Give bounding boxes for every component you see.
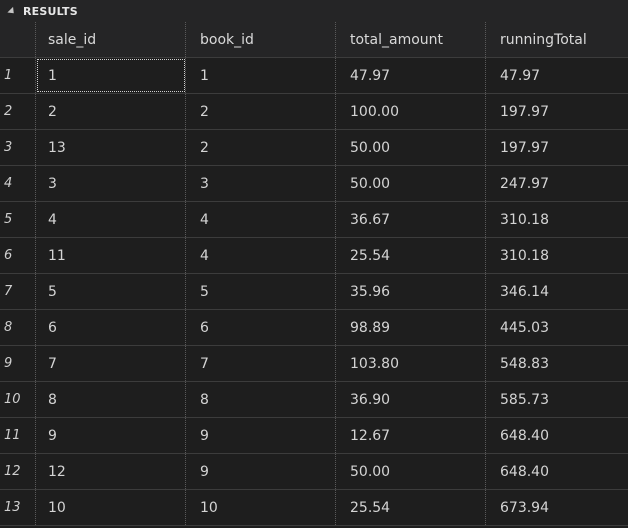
row-number[interactable]: 2 [0, 94, 36, 129]
cell-book-id[interactable]: 10 [186, 490, 336, 525]
table-row[interactable]: 9 7 7 103.80 548.83 [0, 346, 628, 382]
row-number[interactable]: 7 [0, 274, 36, 309]
cell-book-id[interactable]: 2 [186, 130, 336, 165]
cell-running-total[interactable]: 648.40 [500, 427, 549, 444]
cell-total-amount[interactable]: 12.67 [336, 418, 486, 453]
cell-running-total[interactable]: 197.97 [500, 139, 549, 156]
cell-book-id[interactable]: 9 [186, 454, 336, 489]
table-row[interactable]: 5 4 4 36.67 310.18 [0, 202, 628, 238]
results-header[interactable]: RESULTS [0, 0, 628, 22]
collapse-chevron-icon[interactable] [7, 6, 17, 17]
cell-book-id[interactable]: 3 [186, 166, 336, 201]
column-header-book-id[interactable]: book_id [186, 22, 336, 57]
table-row[interactable]: 1 1 1 47.97 47.97 [0, 58, 628, 94]
cell-sale-id[interactable]: 8 [36, 382, 186, 417]
cell-total-amount[interactable]: 36.90 [336, 382, 486, 417]
row-number-header[interactable] [0, 22, 36, 57]
row-number[interactable]: 9 [0, 346, 36, 381]
cell-book-id[interactable]: 1 [186, 58, 336, 93]
table-row[interactable]: 11 9 9 12.67 648.40 [0, 418, 628, 454]
cell-sale-id[interactable]: 5 [36, 274, 186, 309]
cell-total-amount[interactable]: 50.00 [336, 454, 486, 489]
cell-sale-id[interactable]: 2 [36, 94, 186, 129]
column-header-sale-id[interactable]: sale_id [36, 22, 186, 57]
cell-total-amount[interactable]: 35.96 [336, 274, 486, 309]
cell-running-total[interactable]: 585.73 [500, 391, 549, 408]
row-number[interactable]: 10 [0, 382, 36, 417]
cell-book-id[interactable]: 8 [186, 382, 336, 417]
cell-book-id[interactable]: 5 [186, 274, 336, 309]
cell-sale-id[interactable]: 12 [36, 454, 186, 489]
cell-running-total[interactable]: 346.14 [500, 283, 549, 300]
cell-book-id[interactable]: 9 [186, 418, 336, 453]
cell-total-amount[interactable]: 103.80 [336, 346, 486, 381]
cell-book-id[interactable]: 7 [186, 346, 336, 381]
column-header-total-amount[interactable]: total_amount [336, 22, 486, 57]
cell-running-total[interactable]: 197.97 [500, 103, 549, 120]
cell-running-total[interactable]: 445.03 [500, 319, 549, 336]
cell-book-id[interactable]: 6 [186, 310, 336, 345]
cell-sale-id[interactable]: 3 [36, 166, 186, 201]
cell-running-total[interactable]: 47.97 [500, 67, 541, 84]
results-grid[interactable]: sale_id book_id total_amount runningTota… [0, 22, 628, 526]
cell-total-amount[interactable]: 98.89 [336, 310, 486, 345]
cell-book-id[interactable]: 4 [186, 238, 336, 273]
table-row[interactable]: 7 5 5 35.96 346.14 [0, 274, 628, 310]
row-number[interactable]: 11 [0, 418, 36, 453]
cell-running-total[interactable]: 247.97 [500, 175, 549, 192]
row-number[interactable]: 12 [0, 454, 36, 489]
table-row[interactable]: 8 6 6 98.89 445.03 [0, 310, 628, 346]
cell-total-amount[interactable]: 36.67 [336, 202, 486, 237]
table-row[interactable]: 3 13 2 50.00 197.97 [0, 130, 628, 166]
row-number[interactable]: 6 [0, 238, 36, 273]
cell-book-id[interactable]: 4 [186, 202, 336, 237]
cell-running-total[interactable]: 310.18 [500, 211, 549, 228]
cell-book-id[interactable]: 2 [186, 94, 336, 129]
table-row[interactable]: 2 2 2 100.00 197.97 [0, 94, 628, 130]
cell-sale-id[interactable]: 9 [36, 418, 186, 453]
cell-sale-id[interactable]: 6 [36, 310, 186, 345]
grid-header-row: sale_id book_id total_amount runningTota… [0, 22, 628, 58]
cell-sale-id[interactable]: 7 [36, 346, 186, 381]
table-row[interactable]: 6 11 4 25.54 310.18 [0, 238, 628, 274]
row-number[interactable]: 1 [0, 58, 36, 93]
table-row[interactable]: 13 10 10 25.54 673.94 [0, 490, 628, 526]
cell-sale-id[interactable]: 1 [36, 58, 186, 93]
cell-total-amount[interactable]: 100.00 [336, 94, 486, 129]
cell-total-amount[interactable]: 47.97 [336, 58, 486, 93]
row-number[interactable]: 5 [0, 202, 36, 237]
cell-sale-id[interactable]: 11 [36, 238, 186, 273]
row-number[interactable]: 4 [0, 166, 36, 201]
cell-total-amount[interactable]: 50.00 [336, 130, 486, 165]
cell-total-amount[interactable]: 25.54 [336, 238, 486, 273]
cell-running-total[interactable]: 673.94 [500, 499, 549, 516]
table-row[interactable]: 4 3 3 50.00 247.97 [0, 166, 628, 202]
cell-running-total[interactable]: 648.40 [500, 463, 549, 480]
cell-sale-id[interactable]: 4 [36, 202, 186, 237]
cell-sale-id[interactable]: 13 [36, 130, 186, 165]
cell-running-total[interactable]: 548.83 [500, 355, 549, 372]
table-row[interactable]: 10 8 8 36.90 585.73 [0, 382, 628, 418]
cell-total-amount[interactable]: 25.54 [336, 490, 486, 525]
row-number[interactable]: 3 [0, 130, 36, 165]
row-number[interactable]: 8 [0, 310, 36, 345]
row-number[interactable]: 13 [0, 490, 36, 525]
cell-running-total[interactable]: 310.18 [500, 247, 549, 264]
cell-total-amount[interactable]: 50.00 [336, 166, 486, 201]
table-row[interactable]: 12 12 9 50.00 648.40 [0, 454, 628, 490]
results-title: RESULTS [23, 4, 78, 18]
cell-sale-id[interactable]: 10 [36, 490, 186, 525]
column-header-running-total[interactable]: runningTotal [500, 31, 587, 48]
